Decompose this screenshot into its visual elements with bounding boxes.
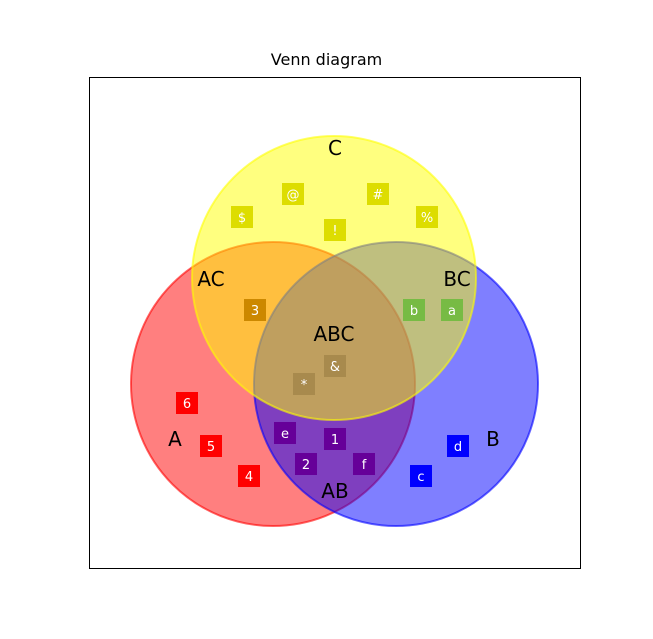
region-label-c: C bbox=[328, 136, 342, 160]
item-bc: a bbox=[441, 299, 463, 321]
item-label: @ bbox=[287, 188, 300, 203]
item-c: # bbox=[367, 183, 389, 205]
item-label: 4 bbox=[245, 470, 253, 485]
item-box bbox=[447, 435, 469, 457]
region-label-ab: AB bbox=[321, 479, 348, 503]
item-box bbox=[403, 299, 425, 321]
item-label: 6 bbox=[183, 397, 191, 412]
item-box bbox=[282, 183, 304, 205]
item-c: $ bbox=[231, 206, 253, 228]
region-label-b: B bbox=[486, 427, 500, 451]
item-box bbox=[367, 183, 389, 205]
item-ab: 1 bbox=[324, 428, 346, 450]
region-label-a: A bbox=[168, 427, 182, 451]
item-b: c bbox=[410, 465, 432, 487]
item-label: f bbox=[362, 458, 367, 473]
item-box bbox=[324, 428, 346, 450]
item-label: ! bbox=[332, 224, 337, 239]
item-box bbox=[231, 206, 253, 228]
item-box bbox=[244, 299, 266, 321]
region-labels: C AC BC ABC A B AB bbox=[168, 136, 500, 503]
item-c: % bbox=[416, 206, 438, 228]
item-label: 2 bbox=[302, 458, 310, 473]
item-box bbox=[238, 465, 260, 487]
item-label: 1 bbox=[331, 433, 339, 448]
item-ab: e bbox=[274, 422, 296, 444]
item-box bbox=[274, 422, 296, 444]
item-box bbox=[416, 206, 438, 228]
item-label: d bbox=[454, 440, 462, 455]
item-ab: f bbox=[353, 453, 375, 475]
item-label: % bbox=[421, 211, 433, 226]
item-a: 4 bbox=[238, 465, 260, 487]
item-box bbox=[293, 373, 315, 395]
item-c: @ bbox=[282, 183, 304, 205]
circle-set-c bbox=[191, 135, 477, 421]
item-label: c bbox=[417, 470, 424, 485]
item-box bbox=[353, 453, 375, 475]
item-label: $ bbox=[238, 211, 246, 226]
item-box bbox=[410, 465, 432, 487]
item-label: b bbox=[410, 304, 418, 319]
item-box bbox=[324, 355, 346, 377]
item-ab: 2 bbox=[295, 453, 317, 475]
region-label-abc: ABC bbox=[313, 322, 354, 346]
item-ac: 3 bbox=[244, 299, 266, 321]
item-box bbox=[295, 453, 317, 475]
set-items: 6 5 4 d c @ # $ %! 3 b a & * e 1 2 f bbox=[176, 183, 469, 487]
item-abc: * bbox=[293, 373, 315, 395]
item-bc: b bbox=[403, 299, 425, 321]
item-box bbox=[200, 435, 222, 457]
item-label: # bbox=[373, 188, 384, 203]
item-label: 5 bbox=[207, 440, 215, 455]
item-box bbox=[176, 392, 198, 414]
item-box bbox=[441, 299, 463, 321]
item-label: & bbox=[330, 360, 340, 375]
item-label: e bbox=[281, 427, 289, 442]
plot-frame bbox=[89, 77, 581, 569]
item-a: 5 bbox=[200, 435, 222, 457]
item-a: 6 bbox=[176, 392, 198, 414]
item-box bbox=[324, 219, 346, 241]
item-abc: & bbox=[324, 355, 346, 377]
diagram-title: Venn diagram bbox=[270, 50, 383, 69]
region-label-bc: BC bbox=[443, 267, 470, 291]
item-c: ! bbox=[324, 219, 346, 241]
item-label: a bbox=[448, 304, 456, 319]
item-label: * bbox=[301, 378, 308, 393]
item-b: d bbox=[447, 435, 469, 457]
item-label: 3 bbox=[251, 304, 259, 319]
region-label-ac: AC bbox=[197, 267, 224, 291]
